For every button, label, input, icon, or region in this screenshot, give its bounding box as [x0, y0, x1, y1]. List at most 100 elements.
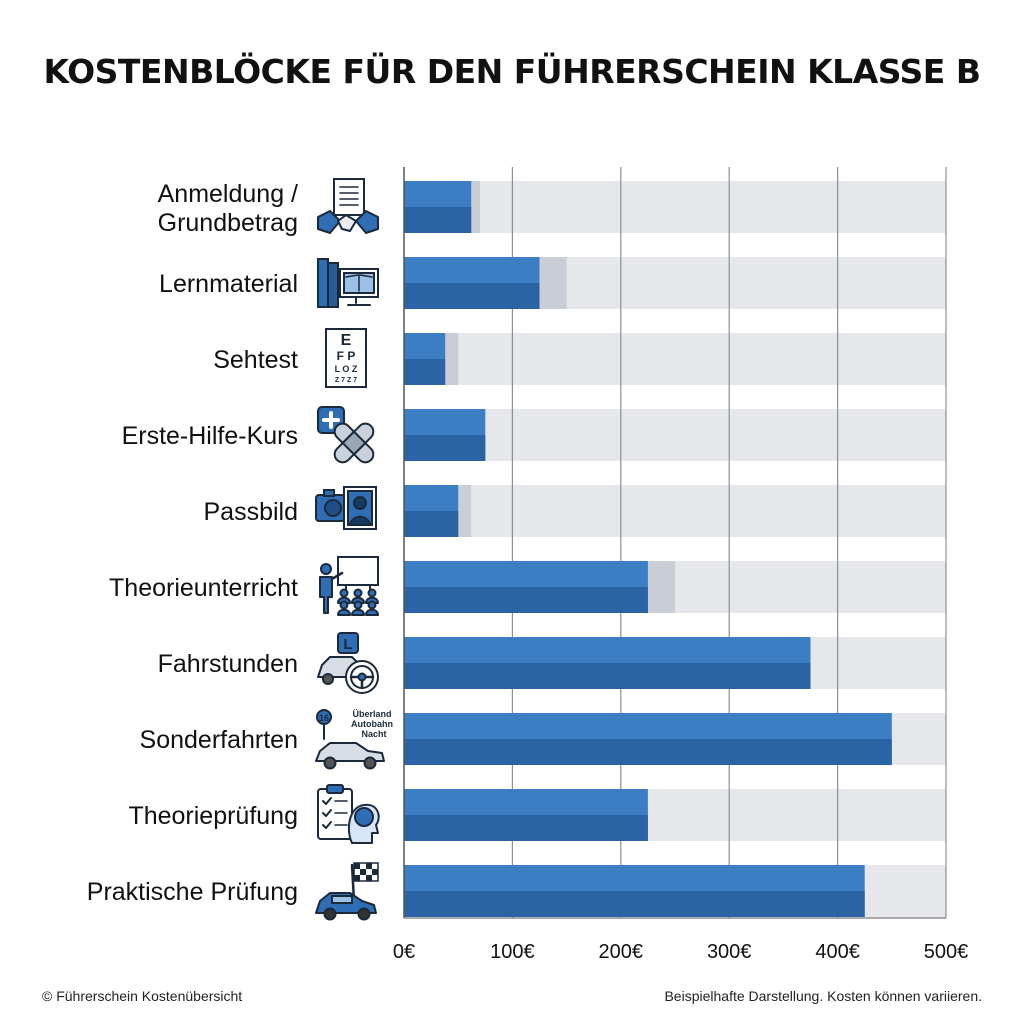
- bar: [404, 333, 446, 385]
- classroom-teacher-icon: [319, 556, 379, 616]
- icon-shape: [323, 907, 337, 921]
- flag-square: [372, 875, 378, 881]
- icon-shape: [333, 178, 365, 216]
- learner-car-steering-icon: L: [317, 632, 379, 694]
- icon-shape: [322, 673, 334, 685]
- icon-text: L O Z: [335, 364, 358, 374]
- footer-copyright: © Führerschein Kostenübersicht: [42, 988, 243, 1004]
- bar-track: [404, 333, 946, 385]
- chart-title: KOSTENBLÖCKE FÜR DEN FÜHRERSCHEIN KLASSE…: [43, 52, 981, 91]
- icon-shape: [317, 258, 329, 308]
- flag-square: [366, 869, 372, 875]
- x-tick-label: 500€: [924, 941, 969, 963]
- category-label: Anmeldung / Grundbetrag: [158, 180, 298, 237]
- icon-text: Z 7 Z 7: [335, 377, 357, 384]
- icon-text: F P: [337, 349, 356, 363]
- flag-square: [366, 875, 372, 881]
- icon-shape: [315, 742, 385, 762]
- bar-bottom-shade: [404, 207, 472, 233]
- category-label: Erste-Hilfe-Kurs: [122, 422, 298, 450]
- flag-square: [360, 863, 366, 869]
- flag-square: [372, 869, 378, 875]
- category-label: Sehtest: [213, 346, 298, 374]
- flag-square: [366, 863, 372, 869]
- bar-bottom-shade: [404, 815, 648, 841]
- icon-shape: [337, 214, 357, 232]
- icon-shape: [327, 262, 339, 308]
- bar-bottom-shade: [404, 435, 486, 461]
- bar: [404, 561, 648, 613]
- bar-bottom-shade: [404, 283, 540, 309]
- icon-shape: [353, 588, 363, 598]
- checkered-flag: [353, 862, 379, 882]
- icon-shape: [325, 328, 367, 388]
- icon-shape: [349, 515, 371, 526]
- bar: [404, 181, 472, 233]
- icon-shape: [365, 608, 379, 616]
- bar-ranges: [404, 181, 675, 613]
- category-label: Theorieprüfung: [128, 802, 298, 830]
- icon-shape: [341, 430, 367, 456]
- bar: [404, 257, 540, 309]
- flag-square: [372, 863, 378, 869]
- eye-chart-icon: EF PL O Z Z 7 Z 7: [325, 328, 367, 388]
- bar-bottom-shade: [404, 663, 811, 689]
- category-label: Sonderfahrten: [140, 726, 298, 754]
- flag-square: [354, 875, 360, 881]
- category-label-line: Passbild: [204, 498, 299, 526]
- icon-shape: [330, 571, 344, 581]
- icon-shape: [339, 600, 349, 610]
- category-label: Passbild: [204, 498, 299, 526]
- icon-text: 16: [319, 713, 329, 723]
- category-label-line: Fahrstunden: [158, 650, 298, 678]
- bar: [404, 485, 459, 537]
- bar-bottom-shade: [404, 739, 892, 765]
- category-label: Theorieunterricht: [109, 574, 298, 602]
- icon-shape: [326, 784, 344, 794]
- bar: [404, 713, 892, 765]
- category-label: Fahrstunden: [158, 650, 298, 678]
- icon-shape: [322, 809, 332, 817]
- icon-shape: [367, 588, 377, 598]
- icon-shape: [323, 756, 337, 770]
- category-label: Praktische Prüfung: [87, 878, 298, 906]
- flag-square: [354, 869, 360, 875]
- flag-square: [360, 869, 366, 875]
- icon-shape: [322, 797, 332, 805]
- x-tick-label: 100€: [490, 941, 535, 963]
- category-label-line: Theorieprüfung: [128, 802, 298, 830]
- flag-square: [360, 875, 366, 881]
- books-monitor-icon: [317, 258, 379, 308]
- icon-shape: [363, 756, 377, 770]
- icon-text: Überland: [352, 709, 391, 719]
- icon-text: Nacht: [361, 729, 386, 739]
- bar: [404, 409, 486, 461]
- bandage: [333, 422, 375, 464]
- icon-shape: [337, 608, 351, 616]
- icon-shape: [353, 600, 363, 610]
- exam-checklist-brain-icon: [317, 784, 380, 844]
- icon-shape: [354, 807, 374, 827]
- bar-track: [404, 181, 946, 233]
- icon-shape: [355, 210, 379, 234]
- bar-track: [404, 409, 946, 461]
- category-label-line: Anmeldung /: [158, 180, 298, 208]
- icon-shape: [357, 907, 371, 921]
- icon-shape: [331, 895, 353, 904]
- category-label-line: Erste-Hilfe-Kurs: [122, 422, 298, 450]
- bar: [404, 865, 865, 917]
- bar-bottom-shade: [404, 587, 648, 613]
- bar: [404, 637, 811, 689]
- icon-shape: [345, 274, 373, 292]
- icon-shape: [353, 496, 367, 510]
- x-tick-label: 0€: [393, 941, 415, 963]
- icon-shape: [322, 821, 332, 829]
- category-label-line: Sonderfahrten: [140, 726, 298, 754]
- flag-square: [354, 863, 360, 869]
- icon-shape: [337, 632, 359, 654]
- icon-shape: [320, 563, 332, 575]
- icon-shape: [322, 411, 340, 429]
- x-tick-label: 200€: [599, 941, 644, 963]
